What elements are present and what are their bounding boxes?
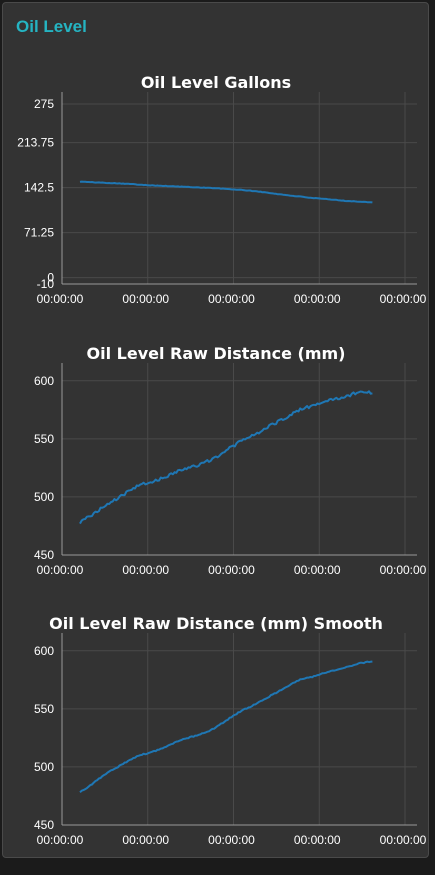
x-tick-label: 00:00:00 xyxy=(380,563,427,577)
y-axis: 600 550 500 450 xyxy=(34,644,54,832)
y-tick-label: 500 xyxy=(34,760,54,774)
x-tick-label: 00:00:00 xyxy=(380,833,427,847)
x-tick-label: 00:00:00 xyxy=(37,833,84,847)
chart-series xyxy=(79,180,373,204)
x-tick-label: 00:00:00 xyxy=(294,292,341,306)
y-tick-label: 550 xyxy=(34,432,54,446)
y-tick-label: 500 xyxy=(34,490,54,504)
panel-title: Oil Level xyxy=(16,17,87,36)
y-tick-label: -10 xyxy=(37,277,55,291)
x-tick-label: 00:00:00 xyxy=(208,563,255,577)
x-tick-label: 00:00:00 xyxy=(380,292,427,306)
x-tick-label: 00:00:00 xyxy=(37,292,84,306)
chart-title: Oil Level Raw Distance (mm) Smooth xyxy=(49,614,383,633)
y-tick-label: 0 xyxy=(47,271,54,285)
chart-series xyxy=(79,390,373,525)
series-line xyxy=(79,390,373,525)
chart-raw-distance: Oil Level Raw Distance (mm) 600 550 500 450… xyxy=(34,344,427,577)
x-tick-label: 00:00:00 xyxy=(294,563,341,577)
chart-grid xyxy=(61,363,417,556)
y-tick-label: 450 xyxy=(34,818,54,832)
y-tick-label: 600 xyxy=(34,374,54,388)
y-tick-label: 275 xyxy=(34,97,54,111)
chart-title: Oil Level Raw Distance (mm) xyxy=(87,344,346,363)
x-tick-label: 00:00:00 xyxy=(208,833,255,847)
x-axis: 00:00:00 00:00:00 00:00:00 00:00:00 00:00:00 xyxy=(37,563,427,577)
x-tick-label: 00:00:00 xyxy=(122,292,169,306)
y-tick-label: 71.25 xyxy=(24,226,54,240)
chart-oil-level-gallons: Oil Level Gallons 275 213.75 142.5 71.25 0-1… xyxy=(17,73,427,306)
oil-level-panel: Oil Level xyxy=(2,2,429,858)
y-tick-label: 213.75 xyxy=(17,136,54,150)
x-tick-label: 00:00:00 xyxy=(294,833,341,847)
chart-series xyxy=(79,660,373,794)
x-axis: 00:00:00 00:00:00 00:00:00 00:00:00 00:00:00 xyxy=(37,292,427,306)
x-tick-label: 00:00:00 xyxy=(37,563,84,577)
y-tick-label: 450 xyxy=(34,548,54,562)
chart-raw-distance-smooth: Oil Level Raw Distance (mm) Smooth 600 55… xyxy=(34,614,427,847)
series-line xyxy=(79,180,373,204)
chart-title: Oil Level Gallons xyxy=(141,73,291,92)
y-tick-label: 142.5 xyxy=(24,181,54,195)
y-axis: 600 550 500 450 xyxy=(34,374,54,562)
y-axis: 275 213.75 142.5 71.25 0-10 xyxy=(17,97,54,291)
chart-grid xyxy=(61,92,417,285)
y-tick-label: 550 xyxy=(34,702,54,716)
x-axis: 00:00:00 00:00:00 00:00:00 00:00:00 00:00:00 xyxy=(37,833,427,847)
x-tick-label: 00:00:00 xyxy=(122,833,169,847)
series-line xyxy=(79,660,373,794)
chart-grid xyxy=(61,633,417,826)
x-tick-label: 00:00:00 xyxy=(208,292,255,306)
x-tick-label: 00:00:00 xyxy=(122,563,169,577)
y-tick-label: 600 xyxy=(34,644,54,658)
